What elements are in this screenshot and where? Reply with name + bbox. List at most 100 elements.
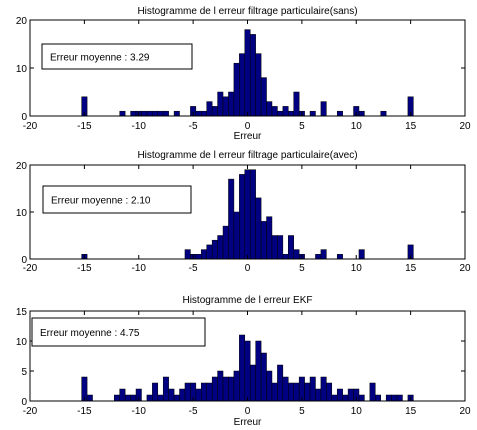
x-tick-label: -5 bbox=[189, 121, 198, 132]
histogram-bar bbox=[184, 249, 191, 260]
histogram-bar bbox=[320, 249, 327, 260]
histogram-bar bbox=[260, 352, 267, 402]
x-axis-label: Erreur bbox=[234, 417, 262, 428]
mean-error-annotation: Erreur moyenne : 2.10 bbox=[51, 196, 151, 207]
histogram-bar bbox=[217, 91, 224, 117]
histogram-bar bbox=[293, 249, 300, 260]
histogram-bar bbox=[282, 376, 289, 402]
histogram-bar bbox=[255, 340, 262, 402]
histogram-bar bbox=[271, 235, 278, 260]
histogram-bar bbox=[358, 110, 365, 117]
y-tick-label: 0 bbox=[21, 112, 27, 123]
x-tick-label: 20 bbox=[459, 406, 471, 417]
histogram-bar bbox=[146, 110, 153, 117]
histogram-bar bbox=[282, 254, 289, 260]
x-tick-label: 10 bbox=[351, 406, 363, 417]
histogram-bar bbox=[222, 376, 229, 402]
histogram-bar bbox=[380, 110, 387, 117]
histogram-bar bbox=[173, 394, 180, 402]
histogram-bar bbox=[130, 394, 137, 402]
histogram-bar bbox=[375, 394, 381, 402]
x-tick-label: -15 bbox=[77, 263, 92, 274]
histogram-bar bbox=[239, 174, 246, 260]
histogram-bar bbox=[260, 77, 267, 117]
histogram-panel-1: Histogramme de l erreur filtrage particu… bbox=[16, 6, 471, 142]
histogram-bar bbox=[358, 394, 365, 402]
x-tick-label: -10 bbox=[132, 263, 147, 274]
histogram-bar bbox=[233, 370, 240, 402]
histogram-bar bbox=[320, 376, 327, 402]
histogram-bar bbox=[320, 101, 327, 117]
histogram-bar bbox=[282, 106, 289, 117]
histogram-bar bbox=[86, 394, 93, 402]
histogram-bar bbox=[336, 110, 343, 117]
histogram-bar bbox=[206, 382, 213, 402]
histogram-bar bbox=[152, 382, 159, 402]
y-tick-label: 10 bbox=[16, 337, 28, 348]
histogram-bar bbox=[233, 62, 240, 117]
histogram-bar bbox=[391, 394, 398, 402]
x-tick-label: -5 bbox=[189, 263, 198, 274]
x-tick-label: 5 bbox=[299, 121, 305, 132]
histogram-bar bbox=[119, 388, 126, 402]
histogram-bar bbox=[233, 211, 240, 260]
histogram-bar bbox=[217, 235, 224, 260]
histogram-bar bbox=[184, 382, 191, 402]
histogram-bar bbox=[244, 169, 251, 260]
x-tick-label: 20 bbox=[459, 263, 471, 274]
chart-title: Histogramme de l erreur filtrage particu… bbox=[137, 6, 357, 17]
y-tick-label: 10 bbox=[16, 208, 28, 219]
histogram-bar bbox=[206, 244, 213, 260]
histogram-bar bbox=[211, 106, 218, 117]
histogram-bar bbox=[195, 254, 202, 260]
histogram-bar bbox=[114, 394, 120, 402]
histogram-bar bbox=[239, 53, 246, 117]
y-tick-label: 0 bbox=[21, 397, 27, 408]
annotation-box bbox=[42, 185, 192, 214]
histogram-bar bbox=[288, 110, 294, 117]
histogram-bar bbox=[309, 110, 316, 117]
histogram-bar bbox=[201, 382, 207, 402]
x-tick-label: 15 bbox=[405, 263, 417, 274]
histogram-bar bbox=[162, 376, 169, 402]
histogram-bar bbox=[385, 394, 392, 402]
histogram-bar bbox=[315, 254, 322, 260]
y-tick-label: 5 bbox=[21, 367, 27, 378]
histogram-bar bbox=[201, 110, 207, 117]
mean-error-annotation: Erreur moyenne : 4.75 bbox=[40, 328, 140, 339]
histogram-bar bbox=[396, 394, 403, 402]
histogram-bar bbox=[157, 394, 164, 402]
histogram-bar bbox=[201, 249, 207, 260]
histogram-bar bbox=[124, 394, 131, 402]
histogram-bar bbox=[336, 388, 343, 402]
histogram-bar bbox=[336, 254, 343, 260]
x-tick-label: -15 bbox=[77, 406, 92, 417]
histogram-bar bbox=[152, 110, 159, 117]
histogram-bar bbox=[211, 376, 218, 402]
histogram-bar bbox=[157, 110, 164, 117]
histogram-bar bbox=[179, 388, 186, 402]
histogram-bar bbox=[141, 110, 148, 117]
y-tick-label: 20 bbox=[16, 16, 28, 27]
histogram-bar bbox=[195, 388, 202, 402]
x-tick-label: 10 bbox=[351, 121, 363, 132]
histogram-bar bbox=[228, 376, 235, 402]
histogram-bar bbox=[271, 106, 278, 117]
chart-title: Histogramme de l erreur EKF bbox=[182, 295, 312, 306]
histogram-bar bbox=[195, 110, 202, 117]
histogram-bar bbox=[293, 382, 300, 402]
x-tick-label: 10 bbox=[351, 263, 363, 274]
x-tick-label: 20 bbox=[459, 121, 471, 132]
histogram-bar bbox=[168, 388, 175, 402]
x-tick-label: 5 bbox=[299, 263, 305, 274]
histogram-bar bbox=[222, 225, 229, 260]
histogram-bar bbox=[315, 388, 322, 402]
x-tick-label: -5 bbox=[189, 406, 198, 417]
histogram-bar bbox=[309, 376, 316, 402]
histogram-bar bbox=[255, 197, 262, 260]
histogram-bar bbox=[293, 91, 300, 117]
histogram-bar bbox=[162, 110, 169, 117]
x-tick-label: -10 bbox=[132, 121, 147, 132]
histogram-bar bbox=[277, 364, 284, 402]
